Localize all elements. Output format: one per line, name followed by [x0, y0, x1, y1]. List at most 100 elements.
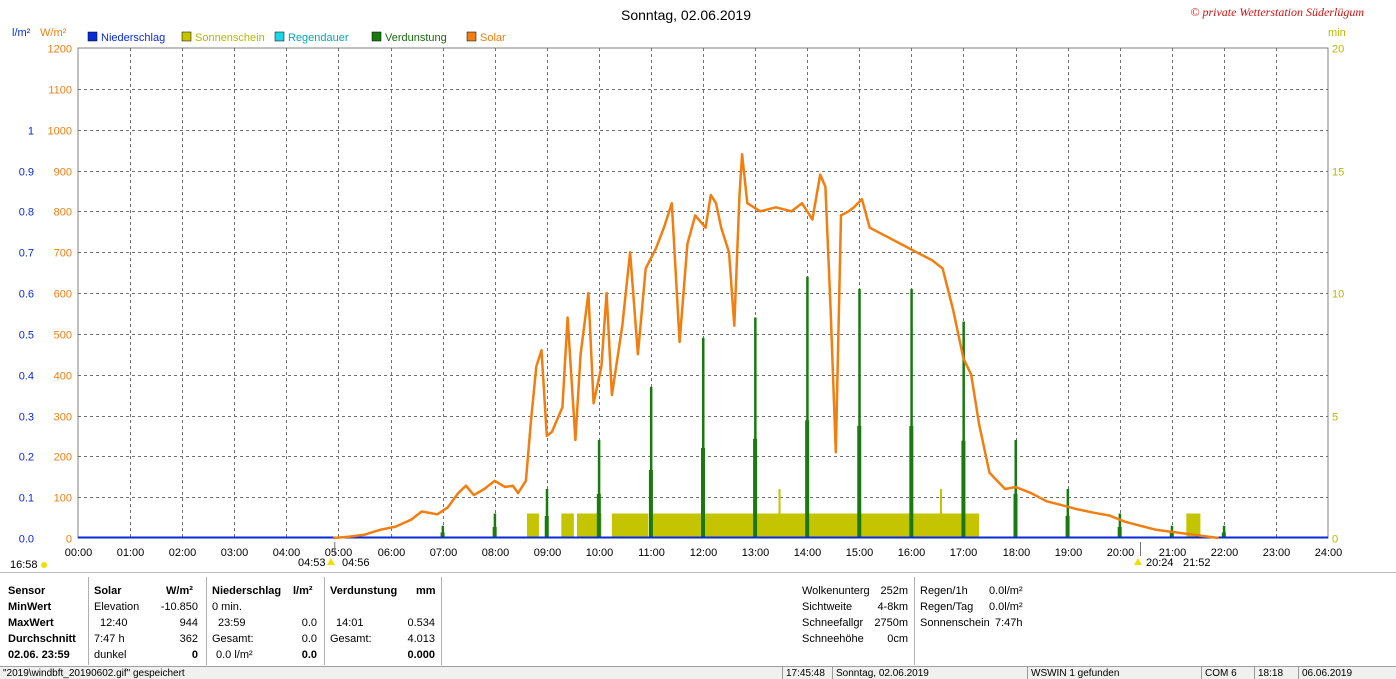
- evaporation-bar: [545, 489, 549, 538]
- legend-label: Sonnenschein: [195, 32, 265, 44]
- x-tick-label: 12:00: [690, 547, 718, 559]
- y-axis-unit-solar: W/m²: [40, 27, 67, 39]
- solar-unit: W/m²: [166, 585, 193, 597]
- rain-day-label: Regen/Tag: [920, 601, 974, 613]
- evaporation-bar: [1118, 513, 1122, 538]
- x-tick-label: 07:00: [430, 547, 458, 559]
- evaporation-bar: [858, 288, 861, 538]
- sunrise-arrow-icon: [327, 558, 335, 565]
- evap-header: Verdunstung: [330, 585, 398, 597]
- evaporation-bar-thick: [961, 440, 966, 538]
- evaporation-bar-thick: [1221, 532, 1226, 538]
- weather-chart: 00:00 01:00 02:00 03:00 04:00 05:00 06:00 07:00…: [10, 5, 1364, 571]
- y-tick-label-rain: 1: [28, 126, 34, 138]
- current-time-label: 02.06. 23:59: [8, 649, 70, 661]
- x-tick-label: 11:00: [638, 547, 665, 559]
- x-tick-label: 02:00: [169, 547, 197, 559]
- sunshine-bar: [1186, 513, 1201, 538]
- rain-max-value: 0.0: [301, 617, 317, 629]
- y-tick-label-solar: 300: [54, 412, 72, 424]
- legend-swatch: [274, 31, 285, 42]
- solar-cur-value: 0: [191, 649, 198, 661]
- sunshine-bar: [526, 513, 539, 538]
- legend-label: Verdunstung: [385, 32, 447, 44]
- y-axis-unit-rain: l/m²: [12, 27, 31, 39]
- evaporation-bar-thick: [596, 493, 601, 538]
- y-tick-label-solar: 700: [54, 248, 72, 260]
- x-tick-label: 05:00: [325, 547, 353, 559]
- evaporation-bar-thick: [1169, 532, 1174, 538]
- x-tick-label: 14:00: [794, 547, 822, 559]
- statistics-panel: Sensor MinWert MaxWert Durchschnitt 02.0…: [0, 572, 1396, 667]
- x-tick-label: 09:00: [534, 547, 562, 559]
- x-tick-label: 17:00: [950, 547, 978, 559]
- status-bar: "2019\windbft_20190602.gif" gespeichert …: [0, 666, 1396, 679]
- sunshine-bar: [806, 513, 859, 538]
- divider: [206, 577, 207, 665]
- sunshine-spike: [778, 489, 781, 538]
- evaporation-bar: [1066, 489, 1070, 538]
- solar-cur-label: dunkel: [94, 649, 127, 661]
- status-clock: 18:18: [1254, 667, 1283, 679]
- status-com: COM 6: [1201, 667, 1237, 679]
- solar-header: Solar: [94, 585, 122, 597]
- sunrise-label-a: 04:53: [298, 557, 326, 569]
- y-tick-label-solar: 200: [54, 452, 72, 464]
- legend-label: Solar: [480, 32, 506, 44]
- rain-min-label: 0 min.: [212, 601, 242, 613]
- x-tick-label: 13:00: [742, 547, 770, 559]
- evaporation-bar-thick: [857, 425, 862, 538]
- solar-avg-value: 362: [179, 633, 198, 645]
- y-tick-label-minutes: 0: [1332, 534, 1338, 546]
- y-tick-label-solar: 600: [54, 289, 72, 301]
- evaporation-bar: [910, 288, 913, 538]
- y-tick-label-solar: 800: [54, 207, 72, 219]
- evaporation-bar: [962, 321, 965, 538]
- y-tick-label-rain: 0.7: [19, 248, 34, 260]
- evap-max-time: 14:01: [336, 617, 364, 629]
- y-tick-label-solar: 900: [54, 167, 72, 179]
- x-tick-label: 04:00: [273, 547, 301, 559]
- evaporation-bar: [649, 386, 653, 538]
- status-date: Sonntag, 02.06.2019: [832, 667, 929, 679]
- legend-swatch: [181, 31, 192, 42]
- rain-1h-label: Regen/1h: [920, 585, 968, 597]
- status-file: "2019\windbft_20190602.gif" gespeichert: [3, 668, 185, 679]
- maxwert-label: MaxWert: [8, 617, 54, 629]
- x-tick-label: 06:00: [378, 547, 406, 559]
- evap-total-value: 4.013: [407, 633, 435, 645]
- evap-cur-value: 0.000: [407, 649, 435, 661]
- y-tick-label-rain: 0.0: [19, 534, 34, 546]
- evap-unit: mm: [416, 585, 436, 597]
- x-tick-label: 24:00: [1315, 547, 1343, 559]
- x-tick-label: 03:00: [221, 547, 249, 559]
- evaporation-bar-thick: [909, 425, 914, 538]
- solar-line: [333, 152, 1219, 540]
- cloud-base-value: 252m: [880, 585, 908, 597]
- sunset-label-a: 20:24: [1146, 557, 1174, 569]
- divider: [914, 577, 915, 665]
- y-tick-label-rain: 0.5: [19, 330, 34, 342]
- status-device: WSWIN 1 gefunden: [1027, 667, 1119, 679]
- x-tick-label: 20:00: [1107, 547, 1135, 559]
- sunshine-bar: [561, 513, 574, 538]
- x-tick-label: 08:00: [482, 547, 510, 559]
- rain-unit: l/m²: [293, 585, 313, 597]
- cloud-base-label: Wolkenunterg: [802, 585, 870, 597]
- y-tick-label-minutes: 20: [1332, 44, 1344, 56]
- sun-marker-left-label: 16:58: [10, 559, 38, 571]
- y-tick-label-solar: 400: [54, 371, 72, 383]
- y-tick-label-minutes: 15: [1332, 167, 1344, 179]
- rain-1h-value: 0.0l/m²: [989, 585, 1023, 597]
- sun-icon: [41, 562, 47, 568]
- evaporation-bar-thick: [805, 420, 810, 538]
- solar-max-time: 12:40: [100, 617, 128, 629]
- status-date2: 06.06.2019: [1298, 667, 1352, 679]
- y-tick-label-solar: 1200: [48, 44, 72, 56]
- sunshine-spike: [939, 489, 942, 538]
- y-tick-label-rain: 0.8: [19, 207, 34, 219]
- y-axis-unit-minutes: min: [1328, 27, 1346, 39]
- minwert-label: MinWert: [8, 601, 52, 613]
- y-tick-label-solar: 100: [54, 493, 72, 505]
- y-tick-label-rain: 0.4: [19, 371, 34, 383]
